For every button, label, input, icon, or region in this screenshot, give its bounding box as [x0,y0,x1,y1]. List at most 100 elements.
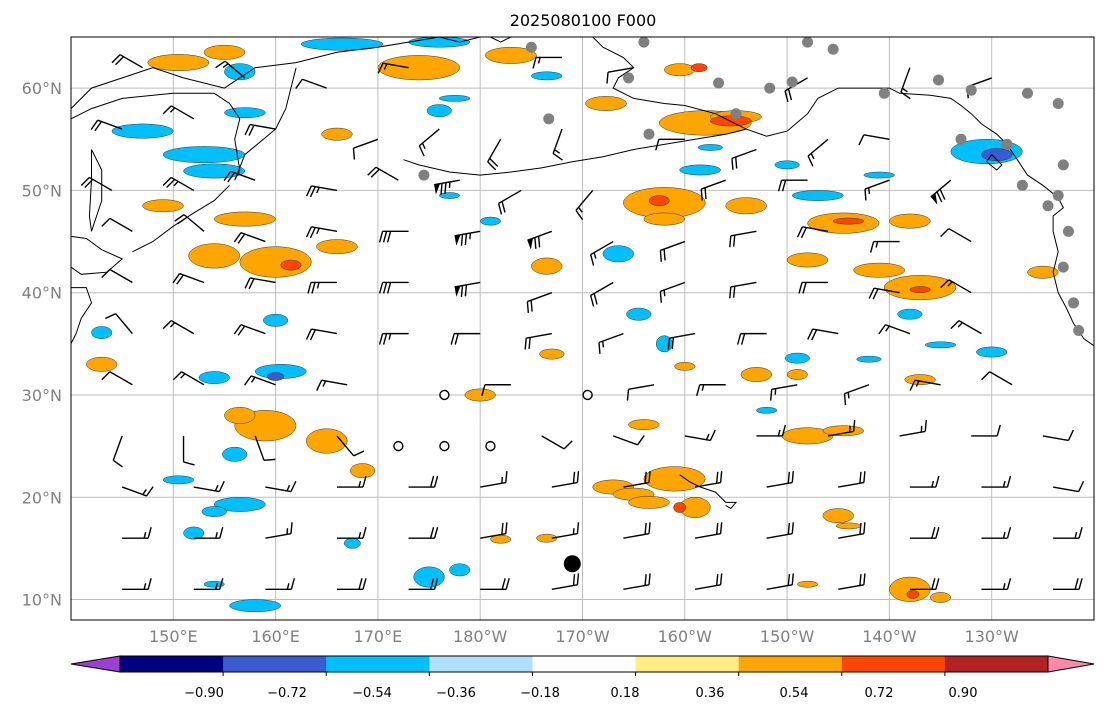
lat-label: 20°N [22,488,62,507]
orange-patch [629,420,660,430]
blue-patch [480,217,500,225]
dark-blue-patch [981,148,1012,160]
gray-station-dot [1053,98,1064,109]
colorbar-segment [120,656,224,672]
blue-patch [857,356,882,362]
blue-patch [163,476,194,484]
barb-feather [535,237,536,248]
lon-label: 150°W [760,627,815,646]
latitude-labels: 10°N20°N30°N40°N50°N60°N [22,79,62,609]
gray-station-dot [638,37,649,48]
orange-patch [465,389,496,401]
orange-patch [224,407,255,423]
red-patch [674,502,686,512]
lon-label: 170°W [555,627,610,646]
colorbar-under-triangle [71,656,120,672]
red-patch [281,260,301,270]
red-patch [907,590,919,598]
barb-feather [732,158,733,169]
black-dot [564,555,581,572]
lat-label: 40°N [22,284,62,303]
orange-patch [797,581,817,587]
orange-patch [644,213,685,225]
red-patch [910,287,930,293]
orange-patch [540,349,565,359]
orange-patch [823,426,864,436]
red-patch [649,196,669,206]
colorbar-segment [429,656,533,672]
red-patch [833,218,864,224]
calm-circle [394,442,403,451]
barb-feather [539,236,540,247]
blue-patch [224,108,265,118]
colorbar-segment [326,656,430,672]
red-patch [691,64,707,72]
orange-patch [629,496,670,508]
orange-patch [586,96,627,110]
blue-patch [184,164,245,178]
orange-patch [726,198,767,214]
blue-patch [439,192,459,198]
colorbar-tick-label: −0.36 [436,686,476,701]
gray-station-dot [1017,180,1028,191]
colorbar-tick-label: −0.72 [267,686,307,701]
blue-patch [756,407,776,413]
orange-patch [240,247,312,278]
blue-patch [976,347,1007,357]
blue-patch [344,538,360,548]
blue-patch [91,326,111,338]
orange-patch [214,212,275,226]
barb-feather [664,249,665,260]
blue-patch [439,95,470,101]
barb-feather [705,188,706,199]
lon-label: 170°E [354,627,403,646]
barb-feather [660,291,661,302]
blue-patch [112,124,173,138]
gray-station-dot [730,108,741,119]
colorbar-tick-label: −0.90 [184,686,224,701]
barb-feather [527,302,528,313]
lon-label: 180°W [453,627,508,646]
gray-station-dot [1042,200,1053,211]
barb-half-feather [603,341,604,347]
gray-station-dot [802,37,813,48]
barb-feather [599,343,600,354]
gray-station-dot [543,113,554,124]
colorbar-segment [842,656,946,672]
colorbar-segment [945,656,1049,672]
gray-station-dot [418,170,429,181]
colorbar-tick-label: 0.72 [865,686,894,701]
orange-patch [675,362,695,370]
lon-label: 150°E [149,627,198,646]
gray-station-dot [1022,88,1033,99]
blue-patch [414,567,445,587]
orange-patch [823,509,854,523]
lat-label: 10°N [22,591,62,610]
barb-half-feather [848,392,849,398]
lon-label: 160°W [658,627,713,646]
colorbar-segment [739,656,843,672]
orange-patch [836,523,861,529]
orange-patch [854,263,905,277]
gray-station-dot [787,77,798,88]
colorbar-segment [223,656,327,672]
gray-station-dot [1053,190,1064,201]
barb-feather [660,250,661,261]
blue-patch [230,600,281,612]
gray-station-dot [623,72,634,83]
lon-label: 130°W [965,627,1020,646]
gray-station-dot [643,129,654,140]
blue-patch [792,190,843,200]
lat-label: 30°N [22,386,62,405]
orange-patch [148,54,209,70]
blue-patch [450,564,470,576]
blue-patch [785,353,810,363]
blue-patch [263,314,288,326]
barb-feather [264,459,275,460]
gray-station-dot [1058,262,1069,273]
blue-patch [680,165,721,175]
blue-patch [202,506,227,516]
